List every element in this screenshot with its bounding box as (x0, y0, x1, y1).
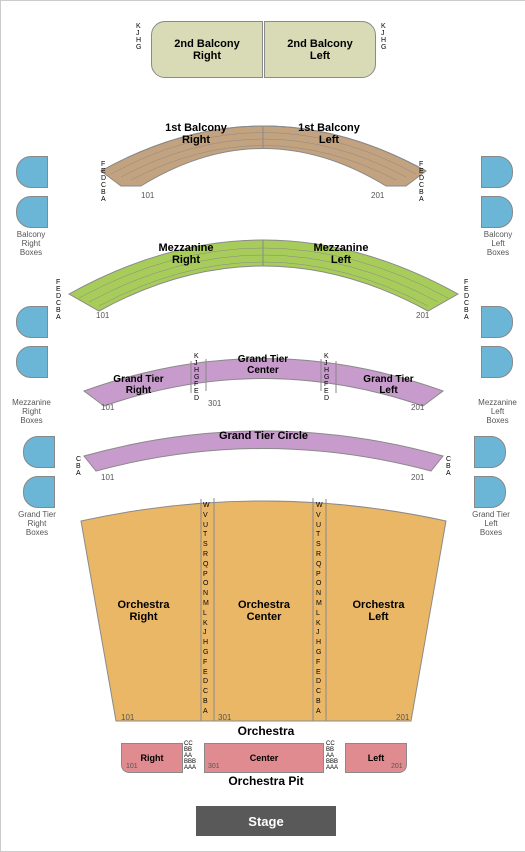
gtc-rows-right: CBA (446, 456, 451, 477)
gt-left-boxes-label: Grand Tier Left Boxes (467, 511, 515, 537)
balcony-right-box-2[interactable] (16, 196, 48, 228)
grandtier-circle[interactable]: Grand Tier Circle (181, 426, 346, 446)
balcony1-rows-left: FEDCBA (101, 161, 106, 203)
mezz-right-box-2[interactable] (16, 346, 48, 378)
balcony1-rows-right: FEDCBA (419, 161, 424, 203)
gt-left-box-1[interactable] (474, 436, 506, 468)
orchestra-left[interactable]: Orchestra Left (331, 591, 426, 631)
gt-301: 301 (208, 399, 221, 408)
balcony2-rows-right: KJHG (381, 23, 386, 51)
balcony-left-box-2[interactable] (481, 196, 513, 228)
mezz-rows-right: FEDCBA (464, 279, 469, 321)
balcony-right-boxes-label: Balcony Right Boxes (11, 231, 51, 257)
orch-101: 101 (121, 713, 134, 722)
stage: Stage (196, 806, 336, 836)
orch-rows-c1: WVUTSRQPONMLKJHGFEDCBA (203, 501, 210, 717)
balcony1-right[interactable]: 1st Balcony Right (141, 116, 251, 151)
gtc-rows-left: CBA (76, 456, 81, 477)
seating-chart: 2nd Balcony Right 2nd Balcony Left KJHG … (0, 0, 525, 852)
grandtier-center[interactable]: Grand Tier Center (213, 351, 313, 379)
mezz-right-boxes-label: Mezzanine Right Boxes (9, 399, 54, 425)
mezz-left-box-2[interactable] (481, 346, 513, 378)
mezzanine-left[interactable]: Mezzanine Left (276, 236, 406, 271)
orchestra-pit-label: Orchestra Pit (196, 773, 336, 789)
gtc-201: 201 (411, 473, 424, 482)
orch-rows-c2: WVUTSRQPONMLKJHGFEDCBA (316, 501, 323, 717)
balcony1-201: 201 (371, 191, 384, 200)
mezzanine-right[interactable]: Mezzanine Right (121, 236, 251, 271)
balcony-right-box-1[interactable] (16, 156, 48, 188)
gt-right-box-1[interactable] (23, 436, 55, 468)
orch-301: 301 (218, 713, 231, 722)
pit-rows-c1: CCBBAABBBAAA (184, 741, 196, 771)
pit-rows-c2: CCBBAABBBAAA (326, 741, 338, 771)
gtcircle-arc (76, 416, 451, 476)
pit-center[interactable]: Center (204, 743, 324, 773)
orch-201: 201 (396, 713, 409, 722)
gt-rows-c2: KJHGFED (324, 353, 329, 402)
gt-101: 101 (101, 403, 114, 412)
mezz-right-box-1[interactable] (16, 306, 48, 338)
mezz-rows-left: FEDCBA (56, 279, 61, 321)
grandtier-left[interactable]: Grand Tier Left (346, 371, 431, 399)
pit-301: 301 (208, 763, 220, 770)
mezz-101: 101 (96, 311, 109, 320)
gt-rows-c1: KJHGFED (194, 353, 199, 402)
balcony-left-boxes-label: Balcony Left Boxes (478, 231, 518, 257)
balcony1-left[interactable]: 1st Balcony Left (274, 116, 384, 151)
balcony-left-box-1[interactable] (481, 156, 513, 188)
balcony2-rows-left: KJHG (136, 23, 141, 51)
orchestra-center[interactable]: Orchestra Center (219, 591, 309, 631)
balcony2-right[interactable]: 2nd Balcony Right (151, 21, 263, 78)
gt-left-box-2[interactable] (474, 476, 506, 508)
orchestra-right[interactable]: Orchestra Right (96, 591, 191, 631)
gt-right-box-2[interactable] (23, 476, 55, 508)
orchestra-label: Orchestra (221, 723, 311, 739)
gt-right-boxes-label: Grand Tier Right Boxes (13, 511, 61, 537)
pit-201: 201 (391, 763, 403, 770)
balcony1-101: 101 (141, 191, 154, 200)
gt-201: 201 (411, 403, 424, 412)
pit-101: 101 (126, 763, 138, 770)
mezz-left-box-1[interactable] (481, 306, 513, 338)
balcony2-left[interactable]: 2nd Balcony Left (264, 21, 376, 78)
grandtier-right[interactable]: Grand Tier Right (96, 371, 181, 399)
mezz-left-boxes-label: Mezzanine Left Boxes (475, 399, 520, 425)
mezz-201: 201 (416, 311, 429, 320)
gtc-101: 101 (101, 473, 114, 482)
